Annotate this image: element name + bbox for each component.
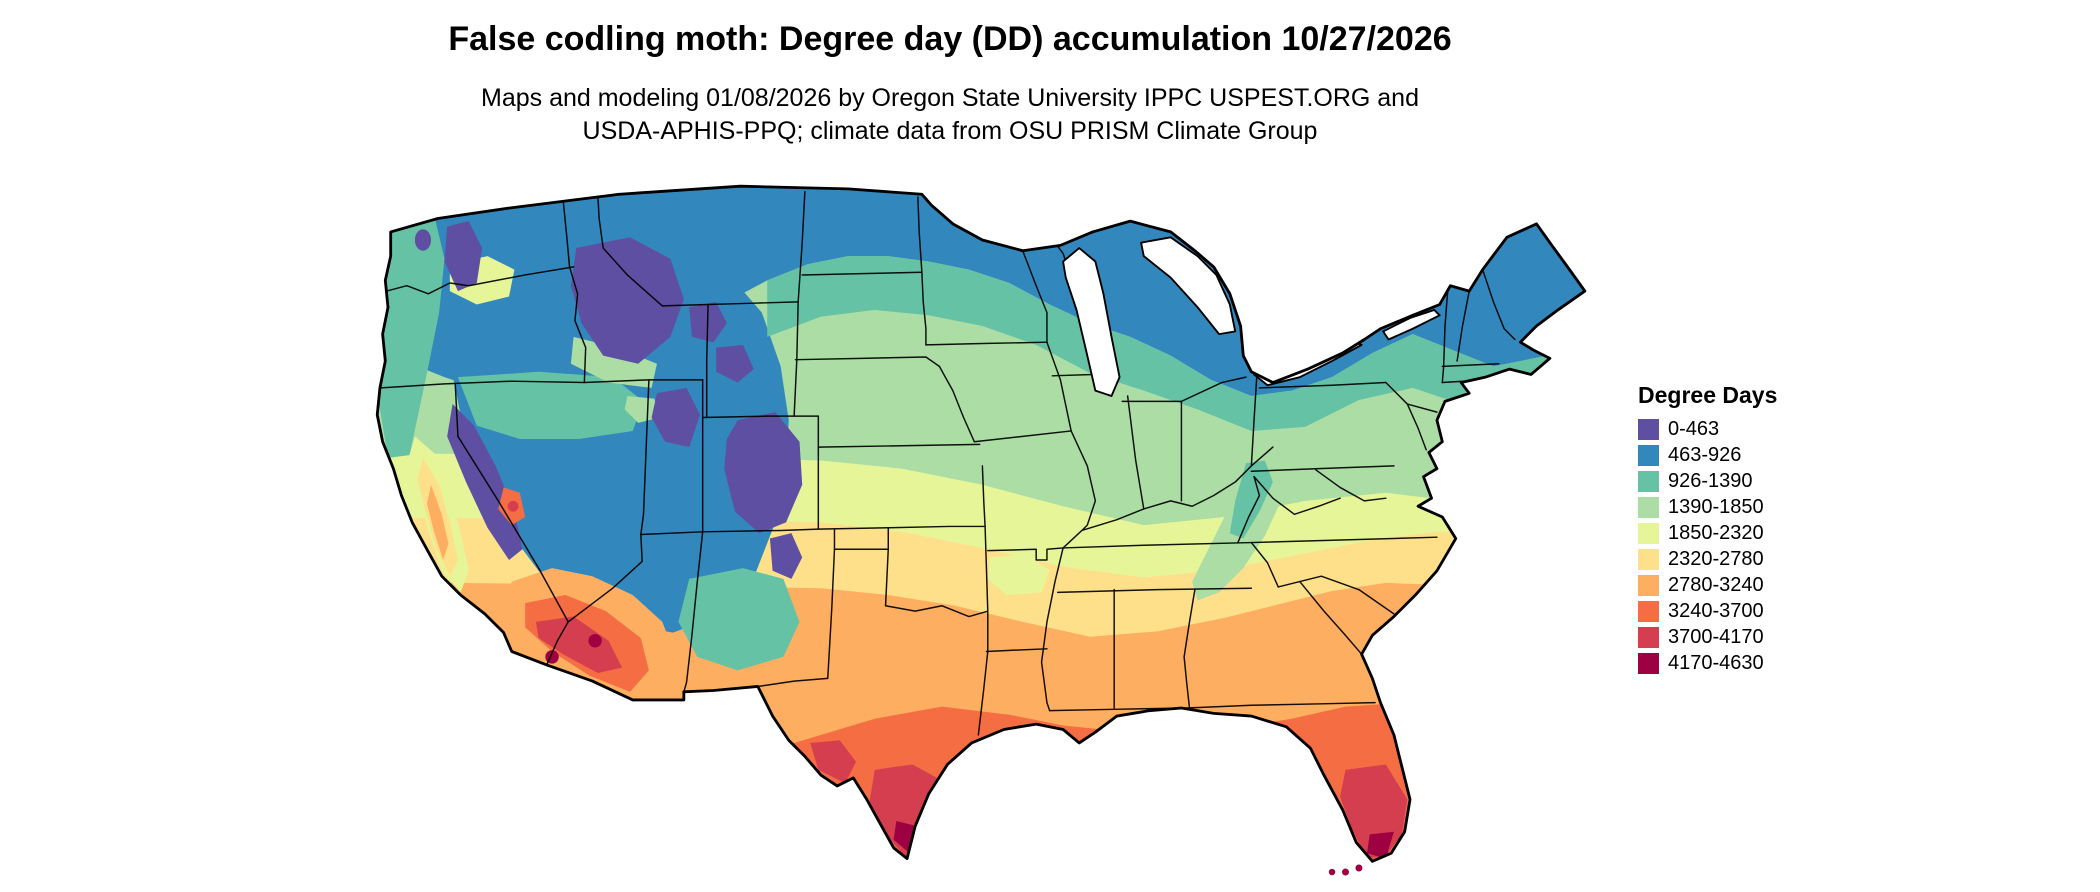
legend-swatch — [1638, 523, 1659, 544]
legend-item: 926-1390 — [1638, 471, 1777, 492]
legend-item: 3700-4170 — [1638, 627, 1777, 648]
legend-label: 2780-3240 — [1668, 574, 1764, 596]
legend-swatch — [1638, 445, 1659, 466]
legend-swatch — [1638, 653, 1659, 674]
map-svg — [375, 184, 1587, 876]
page-title: False codling moth: Degree day (DD) accu… — [448, 20, 1452, 58]
legend-item: 2780-3240 — [1638, 575, 1777, 596]
legend-title: Degree Days — [1638, 382, 1778, 408]
legend-item: 0-463 — [1638, 419, 1777, 440]
legend-items: 0-463 463-926 926-1390 1390-1850 1850-2320 23… — [1638, 419, 1777, 674]
legend-item: 463-926 — [1638, 445, 1777, 466]
legend-item: 4170-4630 — [1638, 653, 1777, 674]
subtitle-line-1: Maps and modeling 01/08/2026 by Oregon S… — [481, 84, 1419, 112]
legend-label: 1390-1850 — [1668, 496, 1764, 518]
subtitle-line-2: USDA-APHIS-PPQ; climate data from OSU PR… — [582, 117, 1318, 145]
legend-swatch — [1638, 419, 1659, 440]
us-degree-day-map — [310, 178, 1601, 891]
legend-swatch — [1638, 627, 1659, 648]
legend-swatch — [1638, 601, 1659, 622]
legend-label: 2320-2780 — [1668, 548, 1764, 570]
legend-label: 926-1390 — [1668, 470, 1753, 492]
us-outline — [375, 184, 1587, 863]
legend-label: 3240-3700 — [1668, 600, 1764, 622]
legend: Degree Days 0-463 463-926 926-1390 1390-185… — [1638, 382, 1777, 679]
legend-label: 4170-4630 — [1668, 652, 1764, 674]
legend-label: 463-926 — [1668, 444, 1742, 466]
legend-item: 3240-3700 — [1638, 601, 1777, 622]
legend-label: 3700-4170 — [1668, 626, 1764, 648]
legend-swatch — [1638, 575, 1659, 596]
lake-michigan — [1062, 247, 1121, 397]
legend-swatch — [1638, 497, 1659, 518]
lake-huron — [1140, 236, 1237, 336]
lake-ontario — [1382, 308, 1441, 341]
state-borders — [379, 190, 1516, 736]
legend-label: 0-463 — [1668, 418, 1720, 440]
legend-item: 1850-2320 — [1638, 523, 1777, 544]
legend-label: 1850-2320 — [1668, 522, 1764, 544]
legend-swatch — [1638, 471, 1659, 492]
legend-item: 2320-2780 — [1638, 549, 1777, 570]
florida-keys-dots — [1328, 864, 1363, 876]
legend-swatch — [1638, 549, 1659, 570]
legend-item: 1390-1850 — [1638, 497, 1777, 518]
